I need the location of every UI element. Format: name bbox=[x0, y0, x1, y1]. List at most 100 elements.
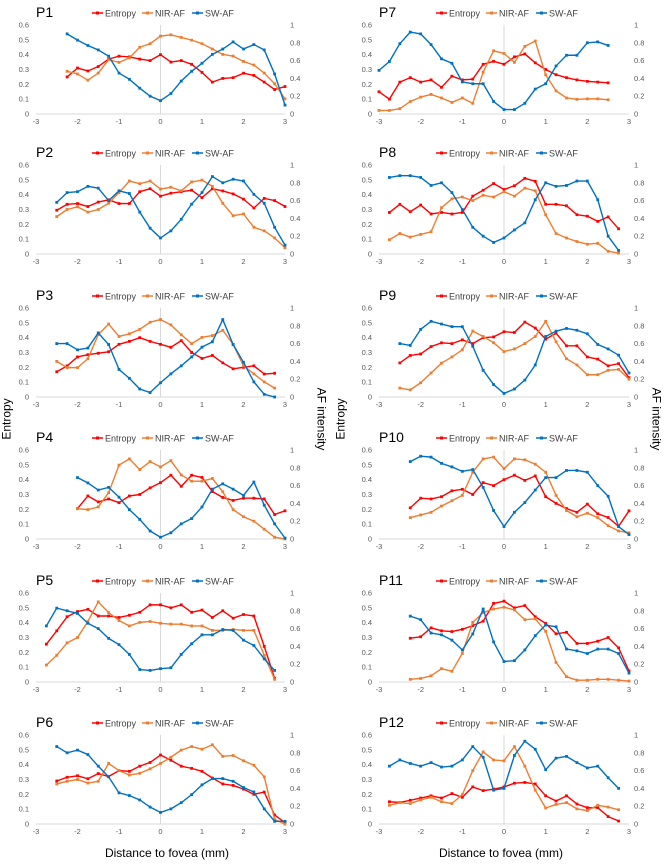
data-point-sw-af bbox=[481, 607, 485, 611]
data-point-nir-af bbox=[502, 190, 506, 194]
data-point-sw-af bbox=[148, 226, 152, 230]
data-point-nir-af bbox=[221, 52, 225, 56]
data-point-nir-af bbox=[460, 195, 464, 199]
data-point-entropy bbox=[565, 344, 568, 348]
data-point-sw-af bbox=[200, 345, 204, 349]
x-tick-label: 0 bbox=[502, 542, 506, 551]
x-tick-label: 2 bbox=[241, 827, 245, 836]
y-tick-label-left: 0.6 bbox=[19, 304, 29, 313]
data-point-nir-af bbox=[117, 60, 121, 64]
series-nir-af bbox=[44, 600, 277, 681]
y-tick-label-left: 0.4 bbox=[19, 333, 29, 342]
y-tick-label-left: 0.5 bbox=[19, 460, 29, 469]
data-point-sw-af bbox=[86, 621, 90, 625]
x-tick-label: 0 bbox=[158, 685, 162, 694]
legend-label-sw-af: SW-AF bbox=[549, 149, 578, 159]
data-point-entropy bbox=[117, 202, 121, 205]
legend-label-nir-af: NIR-AF bbox=[499, 719, 529, 729]
data-point-entropy bbox=[210, 490, 214, 493]
data-point-entropy bbox=[55, 629, 59, 633]
y-tick-label-left: 0.1 bbox=[362, 520, 372, 529]
data-point-entropy bbox=[429, 497, 433, 501]
y-tick-label-right: 0.6 bbox=[634, 196, 644, 205]
panel-title: P4 bbox=[36, 429, 53, 445]
y-tick-label-right: 0.2 bbox=[290, 517, 300, 526]
data-point-sw-af bbox=[565, 327, 568, 330]
data-point-nir-af bbox=[471, 329, 475, 333]
data-point-nir-af bbox=[419, 513, 423, 517]
data-point-nir-af bbox=[617, 678, 620, 682]
data-point-entropy bbox=[169, 60, 173, 64]
data-point-entropy bbox=[388, 211, 391, 214]
data-point-sw-af bbox=[429, 43, 433, 46]
data-point-entropy bbox=[221, 609, 225, 613]
data-point-nir-af bbox=[190, 745, 194, 748]
data-point-nir-af bbox=[408, 235, 412, 239]
x-tick-label: 2 bbox=[585, 827, 589, 836]
data-point-sw-af bbox=[107, 343, 111, 346]
data-point-sw-af bbox=[471, 225, 475, 229]
data-point-nir-af bbox=[190, 624, 194, 628]
data-point-entropy bbox=[627, 509, 631, 513]
x-tick-label: 3 bbox=[627, 400, 631, 409]
series-nir-af bbox=[398, 319, 631, 392]
data-point-entropy bbox=[200, 476, 204, 479]
data-point-sw-af bbox=[585, 470, 589, 474]
data-point-nir-af bbox=[585, 373, 589, 377]
y-tick-label-left: 0.1 bbox=[362, 235, 372, 244]
data-point-entropy bbox=[575, 344, 579, 348]
data-point-entropy bbox=[127, 613, 131, 617]
data-point-nir-af bbox=[471, 769, 475, 772]
y-tick-label-left: 0.2 bbox=[19, 80, 29, 89]
data-point-nir-af bbox=[565, 96, 568, 100]
data-point-nir-af bbox=[169, 185, 173, 189]
data-point-sw-af bbox=[221, 318, 225, 321]
y-tick-label-right: 0.2 bbox=[634, 232, 644, 241]
data-point-sw-af bbox=[148, 805, 152, 809]
data-point-nir-af bbox=[596, 373, 600, 377]
data-point-sw-af bbox=[575, 53, 579, 57]
y-tick-label-right: 1 bbox=[634, 21, 638, 30]
y-tick-label-left: 0.5 bbox=[362, 35, 372, 44]
y-tick-label-left: 0 bbox=[368, 535, 372, 544]
data-point-sw-af bbox=[617, 353, 620, 357]
data-point-entropy bbox=[596, 512, 600, 516]
data-point-nir-af bbox=[460, 652, 464, 655]
data-point-sw-af bbox=[273, 395, 277, 399]
data-point-entropy bbox=[533, 782, 537, 786]
series-line-sw-af bbox=[410, 608, 630, 674]
y-tick-label-left: 0.1 bbox=[19, 805, 29, 814]
y-tick-label-left: 0.1 bbox=[362, 378, 372, 387]
x-tick-label: 3 bbox=[283, 685, 287, 694]
data-point-sw-af bbox=[283, 103, 287, 107]
data-point-nir-af bbox=[554, 340, 558, 344]
data-point-sw-af bbox=[96, 186, 100, 190]
data-point-sw-af bbox=[513, 108, 516, 111]
data-point-nir-af bbox=[96, 600, 100, 604]
data-point-sw-af bbox=[65, 609, 69, 613]
data-point-entropy bbox=[481, 62, 485, 66]
data-point-entropy bbox=[429, 794, 433, 798]
data-point-entropy bbox=[554, 202, 558, 206]
data-point-entropy bbox=[138, 610, 142, 614]
data-point-nir-af bbox=[544, 319, 548, 323]
y-tick-label-right: 0.8 bbox=[634, 463, 644, 472]
legend-label-sw-af: SW-AF bbox=[205, 577, 234, 587]
legend-label-nir-af: NIR-AF bbox=[499, 149, 529, 159]
data-point-sw-af bbox=[606, 347, 610, 351]
data-point-entropy bbox=[76, 202, 79, 205]
y2-axis-label-left-column: AF intensity bbox=[314, 387, 329, 451]
y-tick-label-left: 0.3 bbox=[362, 775, 372, 784]
series-line-entropy bbox=[56, 754, 286, 824]
data-point-entropy bbox=[138, 57, 142, 61]
data-point-entropy bbox=[596, 219, 600, 223]
data-point-nir-af bbox=[596, 97, 600, 101]
panel-title: P8 bbox=[379, 144, 396, 160]
data-point-entropy bbox=[138, 336, 142, 340]
y-tick-label-left: 0 bbox=[25, 535, 29, 544]
data-point-sw-af bbox=[252, 480, 256, 484]
legend-label-sw-af: SW-AF bbox=[205, 9, 234, 19]
data-point-sw-af bbox=[513, 510, 516, 514]
data-point-sw-af bbox=[575, 179, 579, 183]
series-entropy bbox=[388, 176, 620, 231]
